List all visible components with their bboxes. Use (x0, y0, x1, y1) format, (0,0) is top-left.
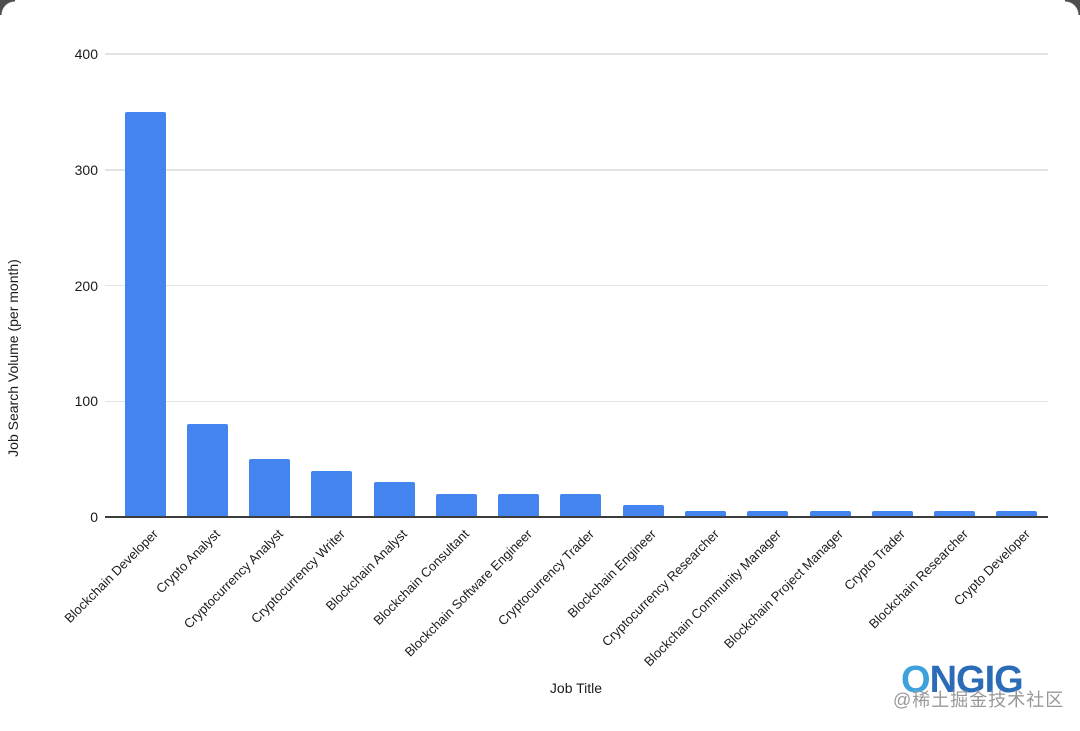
bar-cryptocurrency-researcher (685, 511, 727, 517)
y-tick-label-300: 300 (74, 161, 98, 178)
rounded-corner-top-left (0, 0, 15, 15)
bar-crypto-trader (871, 511, 913, 517)
gridline-100 (105, 400, 1048, 402)
bar-slot-blockchain-project-manager (799, 54, 861, 517)
ongig-logo: ONGIG (901, 659, 1024, 701)
bar-slot-cryptocurrency-researcher (674, 54, 736, 517)
bar-slot-blockchain-researcher (923, 54, 985, 517)
bar-slot-blockchain-engineer (612, 54, 674, 517)
bar-blockchain-engineer (622, 505, 664, 517)
gridline-400 (105, 53, 1048, 55)
y-axis-title: Job Search Volume (per month) (5, 259, 21, 457)
bar-slot-crypto-trader (861, 54, 923, 517)
bar-slot-cryptocurrency-analyst (239, 54, 301, 517)
bar-crypto-developer (996, 511, 1038, 517)
gridline-300 (105, 169, 1048, 171)
y-tick-label-400: 400 (74, 46, 98, 62)
y-tick-label-200: 200 (74, 277, 98, 294)
bar-slot-blockchain-consultant (425, 54, 487, 517)
bar-slot-crypto-developer (986, 54, 1048, 517)
bar-slot-blockchain-developer (114, 54, 176, 517)
bar-crypto-analyst (186, 424, 228, 517)
bar-slot-crypto-analyst (176, 54, 238, 517)
bar-cryptocurrency-analyst (249, 459, 291, 517)
bar-blockchain-community-manager (747, 511, 789, 517)
bar-blockchain-developer (124, 111, 166, 517)
x-axis-title: Job Title (549, 680, 603, 696)
bar-blockchain-analyst (373, 482, 415, 517)
rounded-corner-top-right (1065, 0, 1080, 15)
bar-blockchain-software-engineer (498, 493, 540, 517)
bar-slot-cryptocurrency-trader (550, 54, 612, 517)
gridline-200 (105, 284, 1048, 287)
bar-slot-blockchain-analyst (363, 54, 425, 517)
bar-blockchain-researcher (934, 511, 976, 517)
bar-cryptocurrency-writer (311, 470, 353, 517)
watermark-text: @稀土掘金技术社区 (893, 690, 1065, 710)
bar-slot-blockchain-community-manager (737, 54, 799, 517)
ongig-logo-light-part: O (901, 659, 931, 701)
y-tick-label-0: 0 (90, 509, 98, 525)
ongig-logo-dark-part: NGIG (929, 659, 1024, 701)
bar-slot-blockchain-software-engineer (488, 54, 550, 517)
bar-blockchain-consultant (435, 493, 477, 517)
bar-blockchain-project-manager (809, 511, 851, 517)
y-tick-label-100: 100 (74, 393, 98, 410)
x-axis-baseline (105, 516, 1048, 518)
bar-cryptocurrency-trader (560, 493, 602, 517)
bar-slot-cryptocurrency-writer (301, 54, 363, 517)
